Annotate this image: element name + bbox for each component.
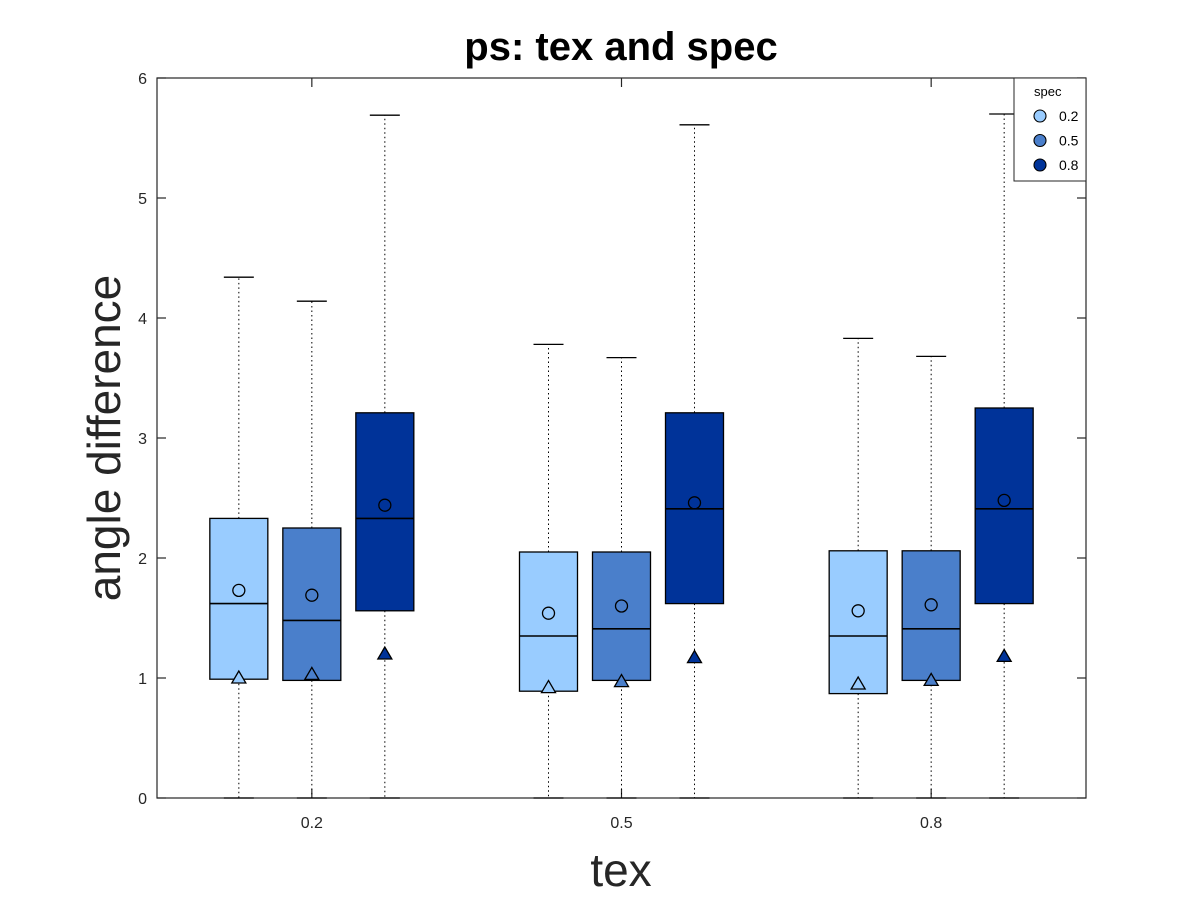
y-tick-label: 5 <box>138 191 147 208</box>
y-tick-label: 4 <box>138 311 147 328</box>
box <box>209 517 269 680</box>
mean-marker <box>997 493 1011 508</box>
mean-marker <box>614 599 629 613</box>
x-tick-label: 0.2 <box>301 815 323 832</box>
triangle-marker <box>996 648 1013 663</box>
box <box>518 551 579 692</box>
box <box>901 550 961 682</box>
triangle-marker <box>686 649 703 664</box>
triangle-marker <box>850 675 867 690</box>
triangle-marker <box>613 673 630 688</box>
y-tick-label: 6 <box>138 71 147 88</box>
legend-box <box>1013 77 1087 182</box>
legend-label: 0.5 <box>1059 133 1079 149</box>
legend: spec 0.2 0.5 0.8 <box>1013 77 1087 182</box>
triangle-marker <box>376 645 393 660</box>
box <box>591 551 652 682</box>
mean-marker <box>851 604 865 618</box>
legend-title: spec <box>1034 84 1062 99</box>
x-tick-label: 0.8 <box>920 815 942 832</box>
x-axis-label: tex <box>590 844 651 896</box>
mean-marker <box>541 606 556 620</box>
mean-marker <box>687 496 702 510</box>
mean-marker <box>924 598 938 612</box>
mean-marker <box>305 588 319 602</box>
box <box>828 550 888 695</box>
chart-title: ps: tex and spec <box>464 25 777 69</box>
y-tick-label: 3 <box>138 431 147 448</box>
y-tick-label: 2 <box>138 551 147 568</box>
legend-marker <box>1033 133 1047 148</box>
triangle-marker <box>923 672 940 687</box>
y-tick-label: 0 <box>138 791 147 808</box>
mean-marker <box>378 498 392 512</box>
legend-label: 0.2 <box>1059 108 1079 124</box>
triangle-marker <box>540 679 557 694</box>
legend-label: 0.8 <box>1059 157 1079 173</box>
legend-marker <box>1033 109 1047 123</box>
legend-marker <box>1033 158 1047 172</box>
box <box>282 527 342 682</box>
y-axis-label: angle difference <box>78 275 130 602</box>
triangle-marker <box>230 669 247 684</box>
plot-area: 0 1 2 3 4 5 6 0.2 0.5 0.8 <box>138 71 1087 832</box>
y-tick-label: 1 <box>138 671 147 688</box>
x-tick-label: 0.5 <box>610 815 632 832</box>
triangle-marker <box>303 666 320 681</box>
mean-marker <box>232 583 246 598</box>
